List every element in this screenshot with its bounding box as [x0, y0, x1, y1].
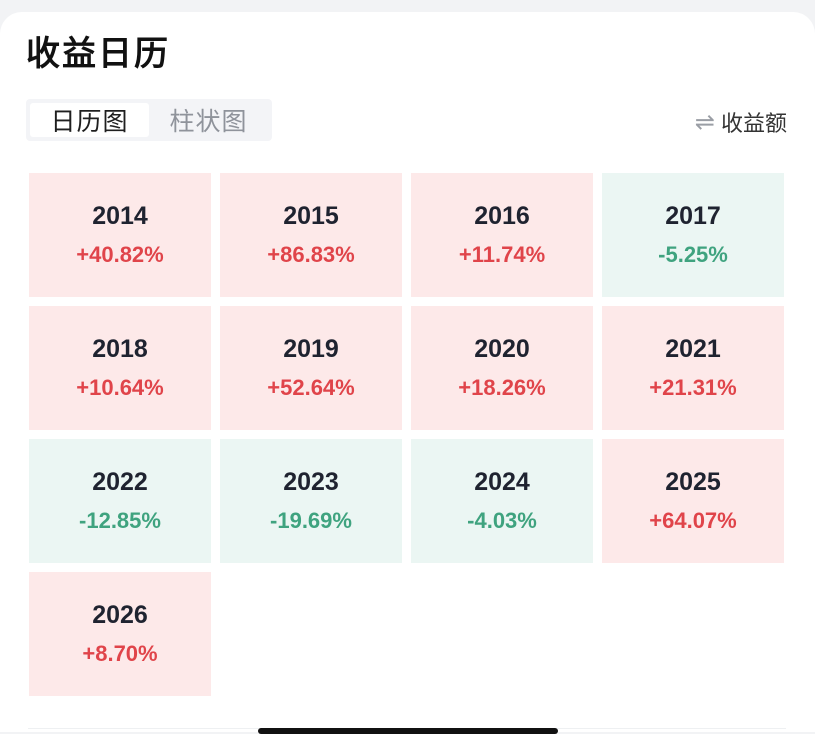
year-cell[interactable]: 2014 +40.82% — [29, 173, 211, 297]
year-cell[interactable]: 2026 +8.70% — [29, 572, 211, 696]
year-return: -12.85% — [79, 508, 161, 533]
year-cell[interactable]: 2024 -4.03% — [411, 439, 593, 563]
year-label: 2023 — [283, 468, 339, 496]
return-amount-toggle[interactable]: ⇌ 收益额 — [695, 106, 787, 138]
returns-calendar-card: 收益日历 日历图 柱状图 ⇌ 收益额 2014 +40.82% 2015 +86… — [0, 12, 815, 732]
year-label: 2014 — [92, 202, 148, 230]
year-return: -19.69% — [270, 508, 352, 533]
year-cell[interactable]: 2017 -5.25% — [602, 173, 784, 297]
year-label: 2026 — [92, 601, 148, 629]
year-return: +52.64% — [267, 375, 355, 400]
year-cell[interactable]: 2020 +18.26% — [411, 306, 593, 430]
year-label: 2022 — [92, 468, 148, 496]
year-label: 2024 — [474, 468, 530, 496]
year-return: +10.64% — [76, 375, 164, 400]
year-label: 2020 — [474, 335, 530, 363]
year-return: -4.03% — [467, 508, 537, 533]
year-cell[interactable]: 2019 +52.64% — [220, 306, 402, 430]
year-label: 2021 — [665, 335, 721, 363]
year-cell[interactable]: 2022 -12.85% — [29, 439, 211, 563]
year-return: +21.31% — [649, 375, 737, 400]
year-grid: 2014 +40.82% 2015 +86.83% 2016 +11.74% 2… — [29, 173, 784, 696]
year-return: +86.83% — [267, 242, 355, 267]
year-cell[interactable]: 2021 +21.31% — [602, 306, 784, 430]
year-return: +11.74% — [458, 242, 546, 267]
year-label: 2016 — [474, 202, 530, 230]
year-cell[interactable]: 2025 +64.07% — [602, 439, 784, 563]
swap-arrows-icon: ⇌ — [694, 108, 715, 136]
toggle-label: 收益额 — [720, 112, 787, 137]
year-cell[interactable]: 2023 -19.69% — [220, 439, 402, 563]
home-indicator — [258, 728, 558, 734]
year-return: -5.25% — [658, 242, 728, 267]
year-cell[interactable]: 2015 +86.83% — [220, 173, 402, 297]
tab-calendar-view[interactable]: 日历图 — [30, 103, 149, 137]
year-return: +64.07% — [649, 508, 737, 533]
year-label: 2025 — [665, 468, 721, 496]
tab-bar-chart-view[interactable]: 柱状图 — [169, 107, 248, 136]
year-return: +18.26% — [458, 375, 546, 400]
year-return: +40.82% — [76, 242, 164, 267]
year-label: 2019 — [283, 335, 339, 363]
year-label: 2015 — [283, 202, 339, 230]
year-return: +8.70% — [82, 641, 158, 666]
year-label: 2017 — [665, 202, 721, 230]
year-cell[interactable]: 2016 +11.74% — [411, 173, 593, 297]
page-title: 收益日历 — [26, 34, 170, 74]
year-cell[interactable]: 2018 +10.64% — [29, 306, 211, 430]
view-switcher: 日历图 柱状图 — [26, 99, 272, 141]
year-label: 2018 — [92, 335, 148, 363]
